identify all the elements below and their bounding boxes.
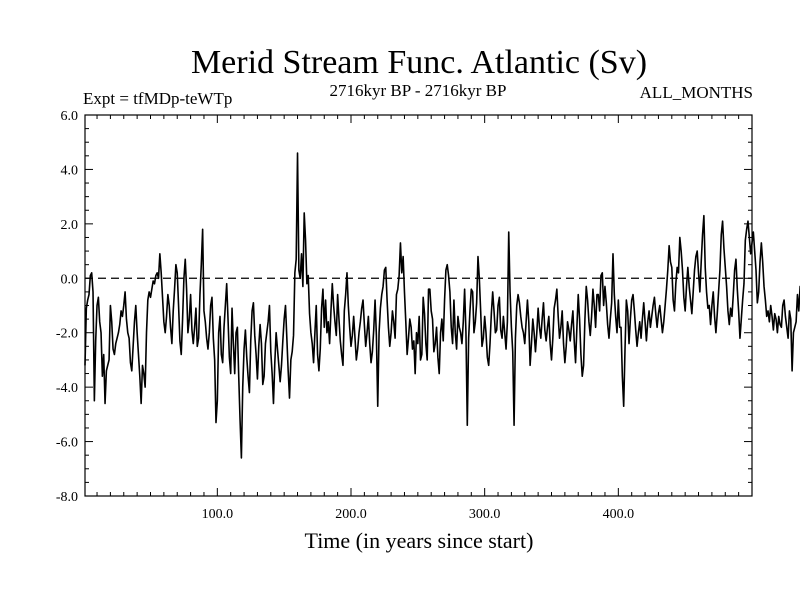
chart-title: Merid Stream Func. Atlantic (Sv) xyxy=(191,44,647,81)
y-tick-label: 2.0 xyxy=(61,218,79,233)
y-tick-label: 6.0 xyxy=(61,109,79,124)
y-tick-label: -8.0 xyxy=(56,490,78,505)
x-tick-label: 300.0 xyxy=(469,507,501,522)
x-tick-label: 400.0 xyxy=(603,507,635,522)
months-label: ALL_MONTHS xyxy=(640,83,753,102)
period-label: 2716kyr BP - 2716kyr BP xyxy=(330,81,507,100)
y-tick-label: 4.0 xyxy=(61,163,79,178)
y-tick-label: 0.0 xyxy=(61,272,79,287)
x-tick-label: 200.0 xyxy=(335,507,367,522)
experiment-label: Expt = tfMDp-teWTp xyxy=(83,89,232,108)
y-axis-ticks: 6.0 4.0 2.0 0.0 -2.0 -4.0 -6.0 -8.0 xyxy=(56,109,752,505)
series-line xyxy=(84,152,800,459)
x-axis-label: Time (in years since start) xyxy=(305,528,534,553)
y-tick-label: -6.0 xyxy=(56,436,78,451)
x-axis-ticks: 100.0 200.0 300.0 400.0 xyxy=(96,115,740,522)
y-tick-label: -4.0 xyxy=(56,381,78,396)
x-tick-label: 100.0 xyxy=(202,507,234,522)
plot-frame xyxy=(84,114,753,497)
y-tick-label: -2.0 xyxy=(56,327,78,342)
